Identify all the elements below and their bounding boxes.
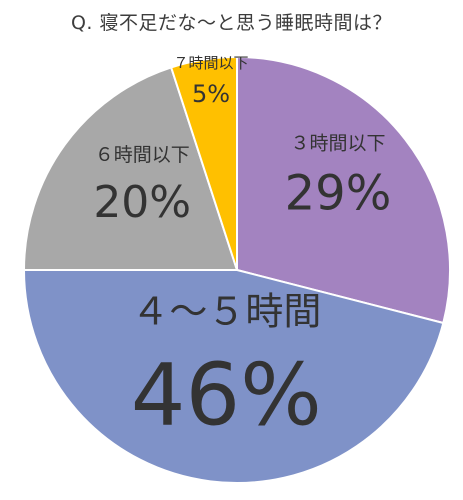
slice-category-label-3h-or-less: ３時間以下: [290, 133, 385, 155]
pie-slice-6h-or-less: [22, 66, 239, 271]
slice-value-label-7h-or-less: 5%: [192, 80, 230, 108]
chart-title: Q. 寝不足だな〜と思う睡眠時間は？: [70, 12, 393, 34]
slice-value-label-4-5h: 46%: [131, 346, 322, 446]
slice-category-label-6h-or-less: ６時間以下: [95, 144, 190, 166]
slice-value-label-6h-or-less: 20%: [93, 177, 191, 228]
slice-value-label-3h-or-less: 29%: [285, 166, 392, 222]
pie-slice-7h-or-less: [169, 55, 238, 271]
pie-slices: [22, 55, 451, 484]
pie-slice-3h-or-less: [236, 55, 451, 325]
slice-category-label-7h-or-less: ７時間以下: [174, 54, 249, 72]
pie-labels: ３時間以下 29% ４～５時間 46% ６時間以下 20% ７時間以下 5%: [93, 54, 391, 446]
slice-category-label-4-5h: ４～５時間: [131, 290, 321, 334]
pie-slice-4-5h: [22, 269, 445, 484]
